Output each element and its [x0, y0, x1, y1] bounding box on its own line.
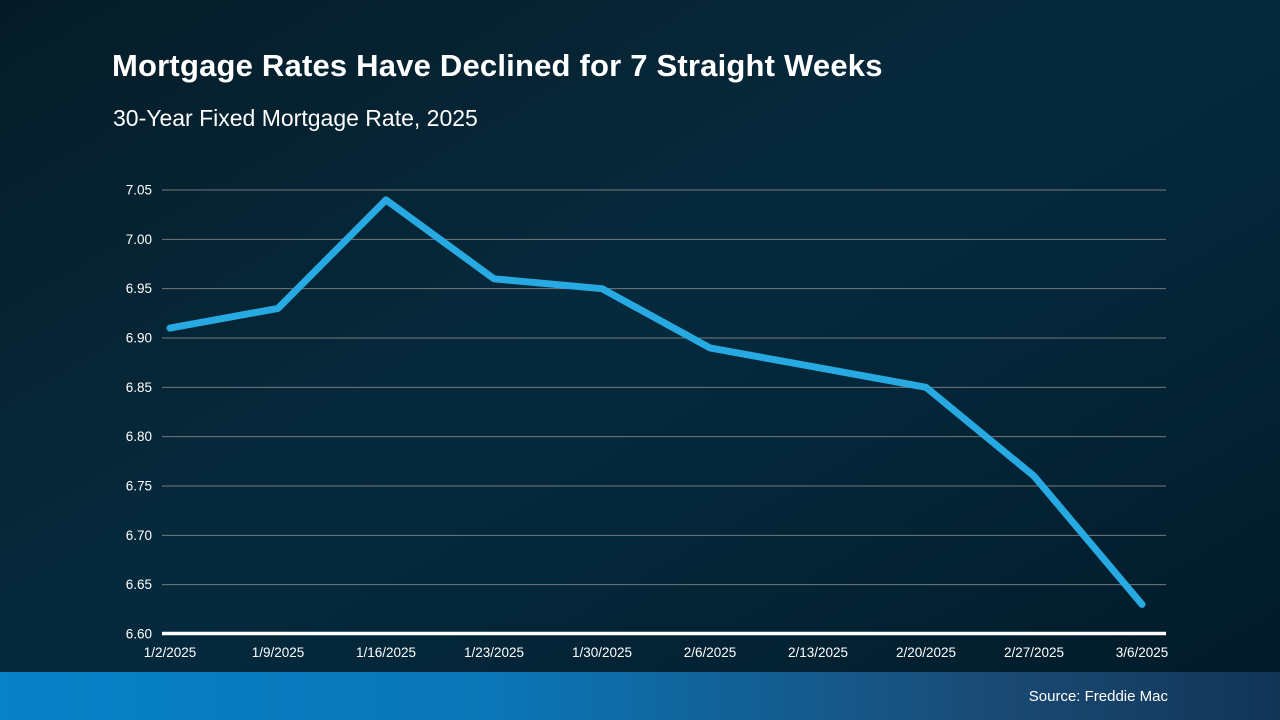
x-axis-tick-label: 1/2/2025: [144, 645, 197, 660]
y-axis-tick-label: 6.60: [126, 627, 152, 642]
x-axis-tick-label: 1/16/2025: [356, 645, 416, 660]
y-axis-tick-label: 6.90: [126, 331, 152, 346]
source-label: Source: Freddie Mac: [1028, 687, 1168, 705]
x-axis-tick-label: 3/6/2025: [1116, 645, 1169, 660]
y-axis-tick-label: 6.80: [126, 429, 152, 444]
x-axis-tick-label: 1/9/2025: [252, 645, 305, 660]
x-axis-tick-label: 1/30/2025: [572, 645, 632, 660]
y-axis-tick-label: 7.00: [126, 232, 152, 247]
x-axis-tick-label: 2/20/2025: [896, 645, 956, 660]
y-axis-tick-label: 7.05: [126, 183, 152, 198]
rate-line-series: [166, 196, 1146, 608]
y-axis-tick-label: 6.75: [126, 479, 152, 494]
y-axis-tick-label: 6.95: [126, 281, 152, 296]
x-axis-tick-label: 1/23/2025: [464, 645, 524, 660]
chart-subtitle: 30-Year Fixed Mortgage Rate, 2025: [113, 105, 478, 131]
x-axis-tick-label: 2/6/2025: [684, 645, 737, 660]
chart-title: Mortgage Rates Have Declined for 7 Strai…: [112, 48, 883, 83]
y-axis-tick-label: 6.85: [126, 380, 152, 395]
x-axis-tick-label: 2/27/2025: [1004, 645, 1064, 660]
y-axis-tick-label: 6.65: [126, 577, 152, 592]
x-axis-tick-label: 2/13/2025: [788, 645, 848, 660]
footer-bar: Source: Freddie Mac: [0, 672, 1280, 720]
y-axis-tick-label: 6.70: [126, 528, 152, 543]
